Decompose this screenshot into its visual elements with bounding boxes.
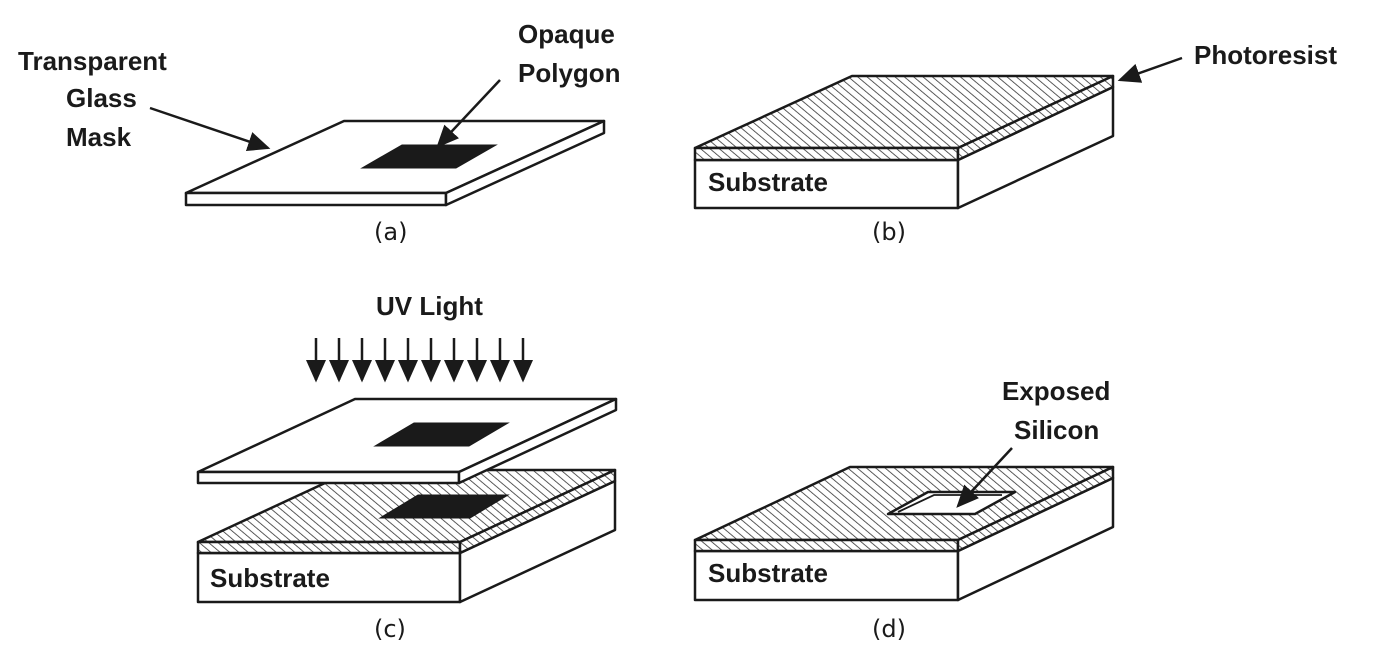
label-glass: Glass	[66, 83, 137, 113]
opaque-polygon-c	[373, 422, 510, 447]
uv-arrows	[306, 338, 533, 383]
label-exposed: Exposed	[1002, 376, 1110, 406]
caption-b: (b)	[872, 218, 906, 246]
substrate-label-b: Substrate	[708, 167, 828, 197]
substrate-label-c: Substrate	[210, 563, 330, 593]
opaque-polygon	[360, 144, 498, 169]
exposed-arrow	[956, 447, 1013, 508]
substrate-block-b	[693, 85, 1115, 210]
panel-a: Transparent Glass Mask Opaque Polygon (a…	[18, 19, 621, 246]
shadow-polygon	[378, 494, 510, 519]
caption-a: (a)	[374, 218, 407, 246]
label-uv-light: UV Light	[376, 291, 483, 321]
photoresist-layer-b	[693, 74, 1115, 162]
panel-d: Exposed Silicon Substrate (d)	[693, 376, 1115, 643]
panel-c: UV Light Substrat	[196, 291, 618, 643]
polygon-arrow	[436, 79, 501, 148]
label-photoresist: Photoresist	[1194, 40, 1337, 70]
substrate-block-d	[693, 476, 1115, 602]
label-mask: Mask	[66, 122, 132, 152]
label-polygon: Polygon	[518, 58, 621, 88]
substrate-label-d: Substrate	[708, 558, 828, 588]
label-silicon: Silicon	[1014, 415, 1099, 445]
caption-d: (d)	[872, 615, 906, 643]
photoresist-arrow	[1117, 56, 1183, 83]
panel-b: Photoresist Substrate (b)	[693, 40, 1337, 246]
exposed-window	[886, 490, 1017, 516]
caption-c: (c)	[374, 615, 406, 643]
photoresist-layer-d	[693, 465, 1115, 553]
label-transparent: Transparent	[18, 46, 167, 76]
label-opaque: Opaque	[518, 19, 615, 49]
mask-arrow	[149, 106, 271, 152]
